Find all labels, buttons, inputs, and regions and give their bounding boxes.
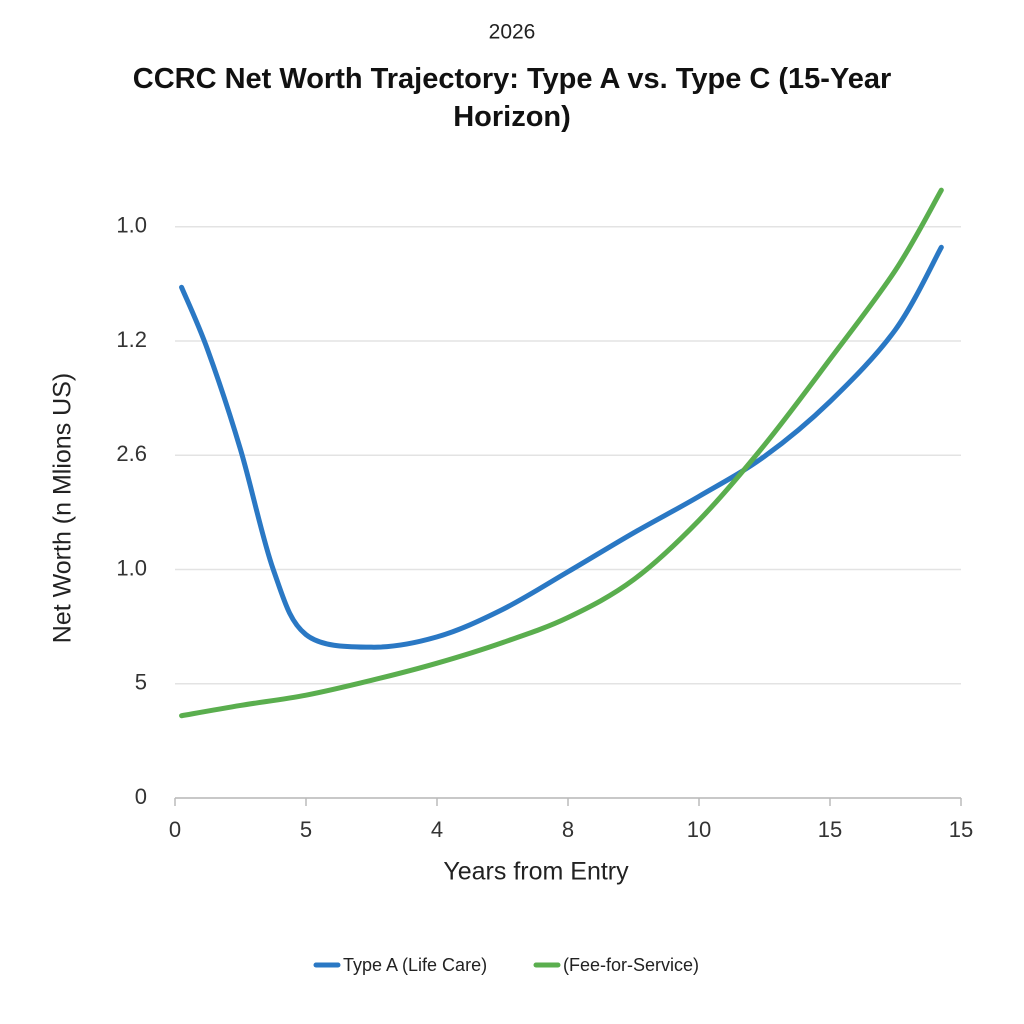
chart-subtitle: 2026 (489, 21, 536, 44)
y-tick-label: 1.0 (116, 213, 147, 238)
y-axis-label: Net Worth (n Mlions US) (49, 373, 77, 643)
chart-title: CCRC Net Worth Trajectory: Type A vs. Ty… (132, 63, 892, 133)
y-tick-label: 1.2 (116, 327, 147, 352)
legend-label: (Fee-for-Service) (563, 955, 699, 975)
y-tick-label: 0 (135, 784, 147, 809)
x-tick-label: 8 (562, 817, 574, 842)
y-tick-label: 2.6 (116, 441, 147, 466)
x-tick-label: 10 (687, 817, 711, 842)
x-tick-label: 5 (300, 817, 312, 842)
line-series (179, 187, 944, 719)
x-tick-label: 15 (818, 817, 842, 842)
y-tick-label: 5 (135, 670, 147, 695)
x-tick-label: 15 (949, 817, 973, 842)
y-tick-label: 1.0 (116, 555, 147, 580)
legend-label: Type A (Life Care) (343, 955, 487, 975)
line-series (179, 244, 944, 650)
x-tick-label: 4 (431, 817, 443, 842)
x-axis-label: Years from Entry (443, 858, 629, 886)
x-tick-label: 0 (169, 817, 181, 842)
